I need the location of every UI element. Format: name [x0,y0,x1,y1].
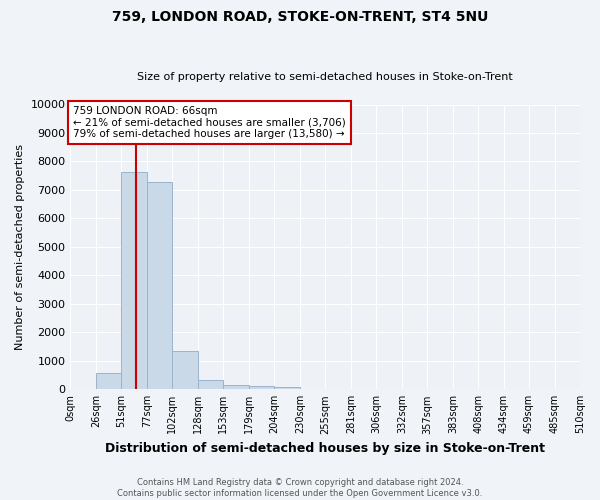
Bar [249,386,274,390]
Bar [274,387,300,390]
Bar [148,182,172,390]
Bar [121,172,148,390]
Text: 759 LONDON ROAD: 66sqm
← 21% of semi-detached houses are smaller (3,706)
79% of : 759 LONDON ROAD: 66sqm ← 21% of semi-det… [73,106,346,139]
Text: 759, LONDON ROAD, STOKE-ON-TRENT, ST4 5NU: 759, LONDON ROAD, STOKE-ON-TRENT, ST4 5N… [112,10,488,24]
Bar [97,374,121,390]
Text: Contains HM Land Registry data © Crown copyright and database right 2024.
Contai: Contains HM Land Registry data © Crown c… [118,478,482,498]
Title: Size of property relative to semi-detached houses in Stoke-on-Trent: Size of property relative to semi-detach… [137,72,513,82]
Bar [199,380,223,390]
Bar [223,385,249,390]
Bar [172,351,199,390]
X-axis label: Distribution of semi-detached houses by size in Stoke-on-Trent: Distribution of semi-detached houses by … [105,442,545,455]
Y-axis label: Number of semi-detached properties: Number of semi-detached properties [15,144,25,350]
